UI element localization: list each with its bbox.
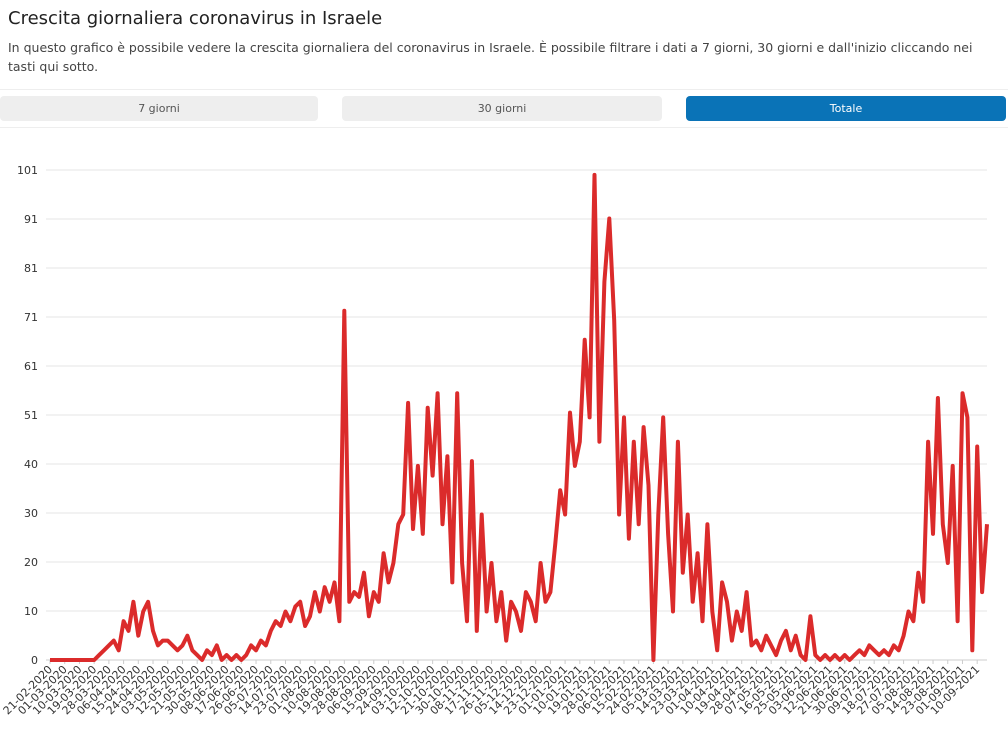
filter-button[interactable]: 30 giorni <box>342 96 662 121</box>
y-tick-label: 20 <box>24 556 38 569</box>
y-tick-label: 101 <box>17 164 38 177</box>
divider <box>0 127 1008 128</box>
y-tick-label: 61 <box>24 360 38 373</box>
y-tick-label: 0 <box>31 654 38 667</box>
y-tick-label: 51 <box>24 409 38 422</box>
y-tick-label: 40 <box>24 458 38 471</box>
data-line <box>50 172 989 662</box>
y-tick-label: 10 <box>24 605 38 618</box>
filter-button[interactable]: 7 giorni <box>0 96 318 121</box>
filter-button[interactable]: Totale <box>686 96 1006 121</box>
y-tick-label: 91 <box>24 213 38 226</box>
y-tick-label: 81 <box>24 262 38 275</box>
title: Crescita giornaliera coronavirus in Isra… <box>8 8 383 29</box>
y-tick-label: 30 <box>24 507 38 520</box>
chart: 010203040516171819110121-02-202001-03-20… <box>1 164 989 717</box>
subtitle: In questo grafico è possibile vedere la … <box>8 40 973 74</box>
divider <box>0 89 1008 90</box>
y-tick-label: 71 <box>24 311 38 324</box>
